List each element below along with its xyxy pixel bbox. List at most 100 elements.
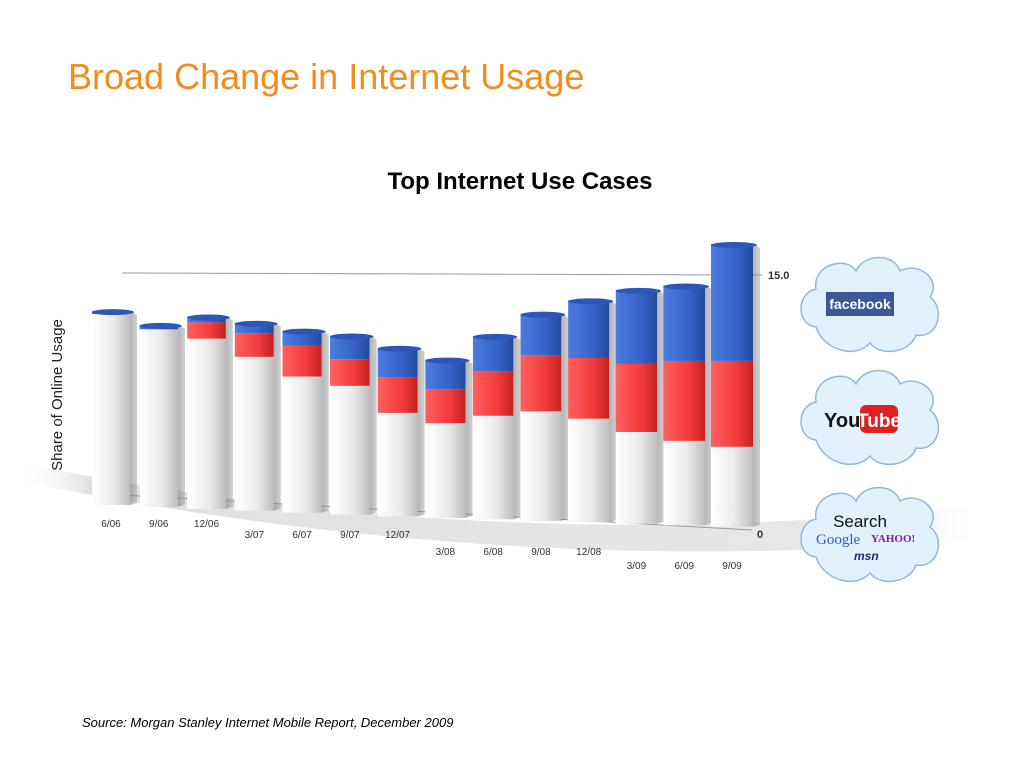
bar-side-face: [417, 347, 425, 517]
bar-9-06: [139, 322, 185, 507]
bar-segment-facebook: [520, 313, 562, 356]
bars-layer: [92, 242, 760, 527]
source-note: Source: Morgan Stanley Internet Mobile R…: [82, 715, 454, 730]
bar-segment-youtube: [187, 322, 226, 339]
bar-9-09: [711, 242, 760, 527]
bar-side-face: [609, 300, 617, 523]
bar-segment-youtube: [234, 333, 274, 357]
bar-top-cap: [139, 322, 182, 329]
bar-segment-search: [187, 338, 226, 509]
google-logo: Google: [816, 532, 861, 548]
x-tick-label: 3/07: [245, 530, 265, 541]
bar-segment-search: [663, 440, 706, 526]
bar-side-face: [225, 316, 233, 509]
x-tick-label: 6/08: [483, 547, 503, 558]
x-tick-label: 12/06: [194, 519, 219, 530]
bar-top-cap: [282, 328, 326, 335]
search-label: Search: [833, 512, 887, 531]
bar-top-cap: [615, 287, 662, 294]
x-tick-label: 6/07: [292, 530, 312, 541]
bar-side-face: [657, 289, 665, 524]
bar-6-07: [282, 328, 329, 513]
x-tick-label: 3/08: [436, 547, 456, 558]
msn-logo: msn: [854, 549, 879, 563]
bar-side-face: [705, 285, 713, 526]
bar-top-cap: [187, 314, 230, 321]
bar-segment-search: [139, 329, 178, 507]
gridline-max: [121, 272, 763, 276]
bar-side-face: [465, 359, 473, 518]
cloud-shape: [800, 486, 940, 583]
bar-segment-search: [282, 376, 322, 513]
bar-side-face: [273, 322, 281, 511]
bar-segment-search: [425, 423, 466, 518]
chart-title: Top Internet Use Cases: [387, 168, 653, 195]
bar-segment-youtube: [615, 363, 658, 433]
bar-top-cap: [472, 333, 518, 340]
bar-top-cap: [711, 242, 757, 249]
bar-top-cap: [520, 311, 566, 318]
bar-segment-search: [330, 385, 370, 515]
bar-segment-search: [472, 415, 514, 520]
y-tick-label-max: 15.0: [768, 270, 789, 282]
bar-side-face: [177, 324, 185, 507]
bar-segment-youtube: [711, 360, 753, 447]
bar-segment-search: [520, 411, 562, 521]
stacked-bar-chart: 15.0 0 Share of Online Usage 6/06 9/06 12/…: [14, 242, 978, 583]
bar-top-cap: [234, 320, 278, 327]
x-tick-label: 3/09: [627, 561, 647, 572]
bar-side-face: [561, 313, 569, 521]
bar-segment-youtube: [377, 377, 418, 413]
bar-top-cap: [92, 309, 134, 316]
youtube-logo-you: You: [824, 410, 860, 432]
bar-segment-youtube: [425, 389, 466, 424]
facebook-logo: facebook: [829, 296, 891, 312]
bar-side-face: [130, 311, 137, 505]
bar-segment-youtube: [282, 345, 322, 377]
yahoo-logo: YAHOO!: [871, 533, 915, 545]
bar-9-08: [520, 311, 569, 521]
bar-3-07: [234, 320, 281, 511]
bar-6-09: [663, 283, 713, 526]
bar-3-09: [615, 287, 665, 524]
bar-segment-facebook: [568, 300, 610, 359]
bar-segment-facebook: [377, 347, 418, 378]
y-axis-label: Share of Online Usage: [49, 319, 66, 471]
bar-segment-search: [377, 412, 418, 517]
bar-segment-search: [92, 314, 130, 505]
bar-side-face: [321, 330, 329, 513]
bar-segment-facebook: [663, 285, 706, 361]
x-tick-label: 12/08: [576, 547, 601, 558]
bar-3-08: [425, 357, 473, 518]
legend-cloud-youtube: You Tube: [800, 369, 940, 466]
x-tick-label: 9/07: [340, 530, 360, 541]
x-tick-label: 12/07: [385, 530, 410, 541]
bar-segment-facebook: [615, 289, 658, 364]
youtube-logo-box: [860, 405, 898, 433]
bar-segment-youtube: [520, 355, 562, 412]
bar-segment-search: [234, 356, 274, 511]
bar-top-cap: [377, 345, 422, 352]
x-tick-label: 6/06: [101, 519, 121, 530]
x-tick-label: 9/06: [149, 519, 169, 530]
x-tick-label: 6/09: [674, 561, 694, 572]
bar-segment-facebook: [472, 335, 514, 372]
x-tick-label: 9/09: [722, 561, 742, 572]
bar-top-cap: [663, 283, 710, 290]
bar-side-face: [753, 244, 760, 527]
bar-side-face: [513, 335, 521, 520]
bar-segment-facebook: [711, 244, 753, 361]
bar-segment-youtube: [472, 371, 514, 416]
bar-segment-facebook: [425, 359, 466, 390]
x-tick-label: 9/08: [531, 547, 551, 558]
bar-6-06: [92, 309, 137, 505]
y-tick-label-zero: 0: [757, 529, 763, 541]
bar-top-cap: [568, 298, 614, 305]
youtube-logo-tube: Tube: [857, 411, 901, 432]
bar-segment-search: [711, 446, 753, 527]
bar-side-face: [369, 335, 377, 515]
bar-segment-search: [615, 432, 658, 524]
bar-top-cap: [330, 333, 374, 340]
legend-cloud-search: Search Google YAHOO! msn: [800, 486, 940, 583]
facebook-logo-box: [826, 292, 894, 316]
